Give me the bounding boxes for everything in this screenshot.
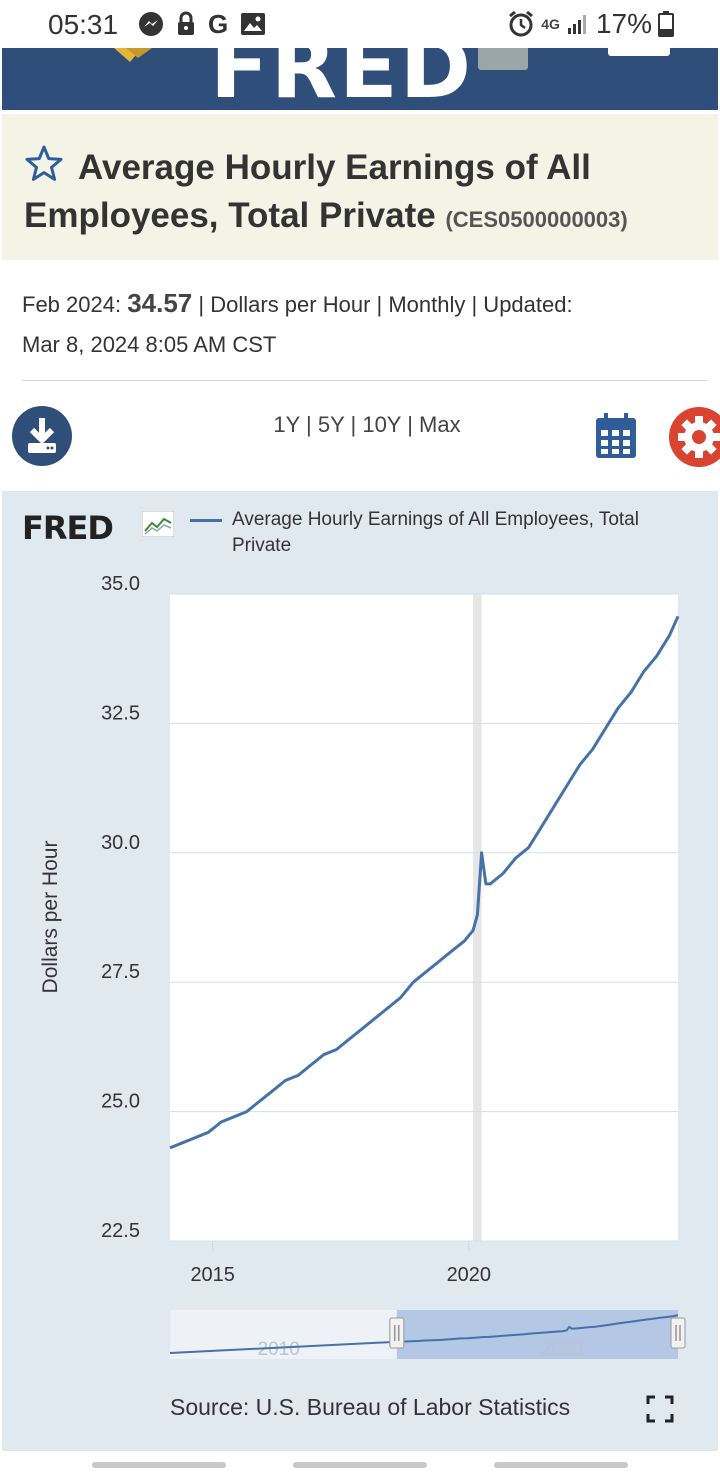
y-tick-label: 35.0 [101,573,140,595]
stlouisfed-logo-icon[interactable] [112,48,160,68]
y-tick-label: 27.5 [101,961,140,983]
battery-icon [658,11,674,37]
status-time: 05:31 [48,9,119,40]
source-text: Source: U.S. Bureau of Labor Statistics [170,1394,571,1420]
range-5y[interactable]: 5Y [317,412,345,437]
divider [22,380,708,381]
range-separator: | [344,412,363,437]
chart-panel: FRED Average Hourly Earnings of All Empl… [2,491,718,1451]
x-tick-label: 2020 [447,1264,492,1286]
legend-label[interactable]: Average Hourly Earnings of All Employees… [232,509,639,556]
system-icons: 4G 17% [507,8,674,40]
observation-date: Feb 2024: [22,292,122,317]
calendar-icon[interactable] [594,412,638,460]
range-separator: | [401,412,420,437]
navigator-handle[interactable] [389,1317,405,1349]
signal-icon [567,15,586,34]
download-icon [28,418,56,453]
y-tick-label: 30.0 [101,832,140,854]
status-bar: 05:31 G 4G 17% [0,0,720,48]
page-title: Average Hourly Earnings of All Employees… [24,144,684,244]
series-title-box: Average Hourly Earnings of All Employees… [2,114,718,260]
y-tick-label: 22.5 [101,1220,140,1242]
fred-graph-mark-icon [142,511,174,537]
messenger-icon [139,12,163,36]
site-header: FRED [2,48,718,110]
alarm-icon [509,10,534,37]
y-tick-label: 25.0 [101,1091,140,1113]
plot-area [170,594,678,1241]
series-details: | Dollars per Hour | Monthly | Updated: [198,292,573,317]
notification-icons: G [138,10,266,38]
series-line [169,615,680,1150]
image-icon [241,13,266,35]
y-tick-label: 32.5 [101,702,140,724]
network-type: 4G [541,16,560,32]
lock-icon [178,11,194,35]
menu-button[interactable] [608,48,670,56]
updated-date: Mar 8, 2024 8:05 AM CST [22,332,277,357]
date-range-selector: 1Y | 5Y | 10Y | Max [0,412,720,438]
series-meta: Feb 2024: 34.57 | Dollars per Hour | Mon… [22,283,682,365]
series-id: (CES0500000003) [445,207,628,232]
navigator-handle[interactable] [670,1317,686,1349]
fullscreen-icon[interactable] [646,1395,674,1423]
range-separator: | [299,412,318,437]
x-tick-label: 2015 [190,1264,235,1286]
nav-recents-button[interactable] [92,1462,226,1468]
fred-header-logo[interactable]: FRED [210,48,474,110]
navigator-tick-label: 2010 [258,1339,300,1360]
google-icon: G [208,9,229,39]
fred-chart-logo: FRED [22,509,114,547]
range-1y[interactable]: 1Y [273,412,300,437]
nav-home-button[interactable] [293,1462,427,1468]
system-nav-bar [0,1452,720,1480]
line-chart[interactable]: 35.0 32.5 30.0 27.5 25.0 22.5 2015 2020 Dollars … [2,491,718,1391]
fred-graph-mark-icon [478,48,528,70]
range-10y[interactable]: 10Y [362,412,402,437]
legend-swatch [190,519,222,522]
battery-percent: 17% [595,8,652,39]
observation-value: 34.57 [127,288,193,318]
navigator-selection [396,1310,678,1359]
gear-icon[interactable] [668,406,720,468]
nav-back-button[interactable] [494,1462,628,1468]
navigator-line [169,1314,679,1354]
series-title: Average Hourly Earnings of All Employees… [24,148,591,235]
range-max[interactable]: Max [419,412,461,437]
download-button[interactable] [12,406,72,466]
star-icon[interactable] [24,144,64,184]
navigator-tick-label: 2020 [541,1339,583,1360]
y-axis-label: Dollars per Hour [39,841,62,994]
